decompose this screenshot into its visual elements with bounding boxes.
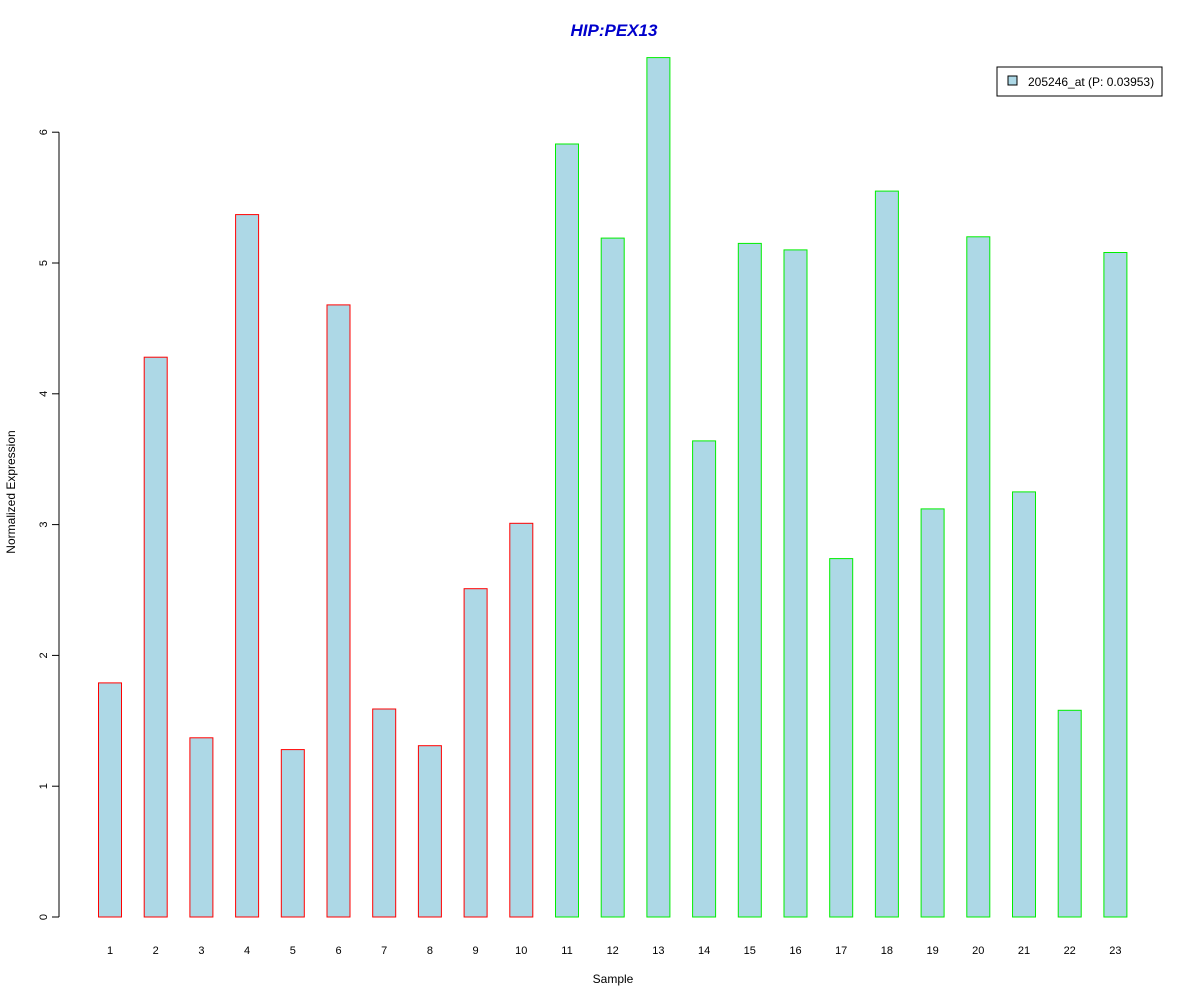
x-tick-label: 23 [1109, 945, 1121, 957]
chart-title: HIP:PEX13 [571, 21, 658, 40]
y-tick-label: 1 [38, 783, 50, 789]
bar [280, 749, 305, 918]
bar [143, 356, 168, 918]
bars [98, 57, 1128, 918]
x-tick-label: 21 [1018, 945, 1030, 957]
y-axis: 0 1 2 3 4 5 6 [38, 129, 60, 920]
legend-box [996, 66, 1163, 97]
bar [692, 440, 717, 918]
y-tick-label: 0 [38, 914, 50, 920]
x-tick-label: 2 [153, 945, 159, 957]
bar [783, 249, 808, 918]
x-tick-label: 19 [926, 945, 938, 957]
x-tick-label: 22 [1064, 945, 1076, 957]
x-tick-label: 17 [835, 945, 847, 957]
bar [235, 214, 260, 918]
bar [646, 57, 671, 918]
x-tick-label: 11 [561, 945, 572, 957]
y-axis-label: Normalized Expression [4, 430, 18, 553]
bar [463, 588, 488, 918]
bar [417, 745, 442, 918]
bar [509, 522, 534, 918]
bar [600, 237, 625, 918]
bar [829, 558, 854, 918]
bar [966, 236, 991, 918]
x-tick-label: 6 [335, 945, 341, 957]
legend-entry: 205246_at (P: 0.03953) [1028, 75, 1154, 89]
bar [874, 190, 899, 918]
y-tick-label: 6 [38, 129, 50, 135]
x-tick-label: 10 [515, 945, 527, 957]
x-tick-labels: 1 2 3 4 5 6 7 8 9 10 11 12 13 14 15 16 17 18 19 20 21 22 23 [107, 945, 1122, 957]
x-tick-label: 3 [198, 945, 204, 957]
y-tick-label: 3 [38, 522, 50, 528]
y-tick-label: 5 [38, 260, 50, 266]
x-tick-label: 20 [972, 945, 984, 957]
bar [326, 304, 351, 918]
x-axis-label: Sample [593, 972, 634, 986]
bar [189, 737, 214, 918]
x-tick-label: 15 [744, 945, 756, 957]
bar [1103, 252, 1128, 918]
bar [737, 242, 762, 918]
x-tick-label: 18 [881, 945, 893, 957]
bar [1012, 491, 1036, 918]
y-tick-label: 4 [38, 391, 50, 397]
x-tick-label: 4 [244, 945, 250, 957]
legend: 205246_at (P: 0.03953) [996, 66, 1163, 97]
y-tick-label: 2 [38, 652, 50, 658]
x-tick-label: 5 [290, 945, 296, 957]
x-tick-label: 16 [789, 945, 801, 957]
x-tick-label: 9 [473, 945, 479, 957]
x-tick-label: 8 [427, 945, 433, 957]
x-tick-label: 1 [107, 945, 113, 957]
x-tick-label: 12 [607, 945, 619, 957]
bar [98, 682, 122, 918]
x-tick-label: 13 [652, 945, 664, 957]
bar [920, 508, 945, 918]
x-tick-label: 14 [698, 945, 710, 957]
bar [555, 143, 579, 918]
x-tick-label: 7 [381, 945, 387, 957]
bar [372, 708, 397, 918]
bar [1057, 709, 1082, 918]
legend-swatch [1007, 75, 1018, 86]
